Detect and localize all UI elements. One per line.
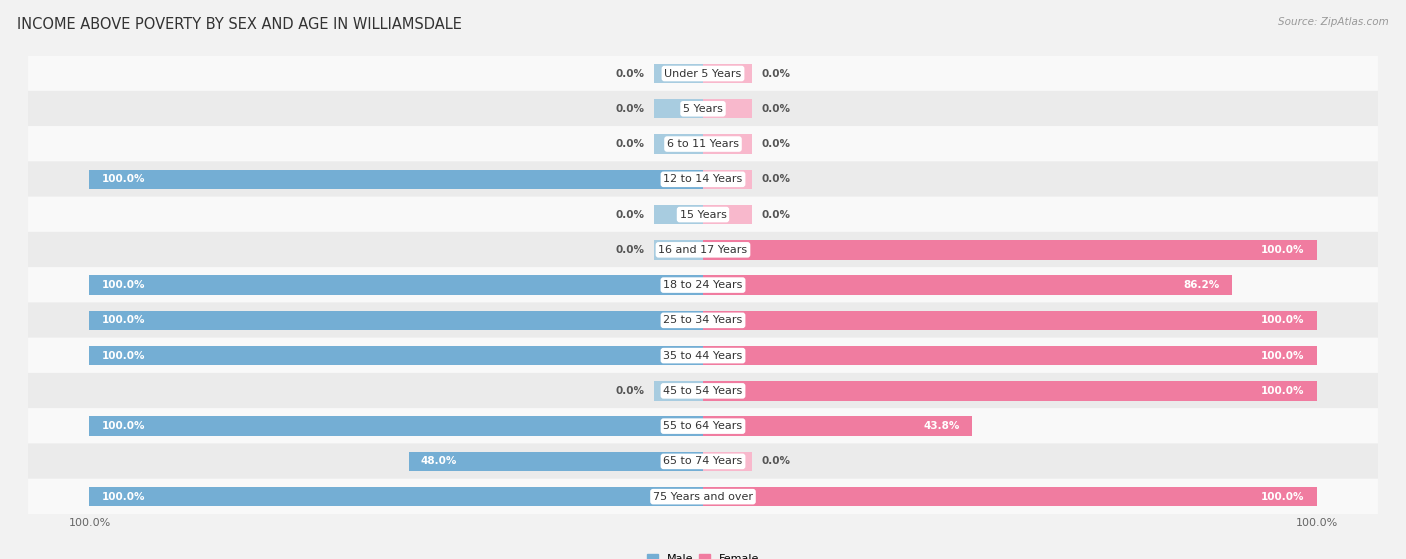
Text: 0.0%: 0.0% <box>761 139 790 149</box>
FancyBboxPatch shape <box>28 373 1378 409</box>
Text: 100.0%: 100.0% <box>101 174 145 184</box>
Text: 100.0%: 100.0% <box>1261 492 1305 501</box>
Text: 0.0%: 0.0% <box>761 104 790 114</box>
Bar <box>703 99 752 119</box>
Text: 35 to 44 Years: 35 to 44 Years <box>664 350 742 361</box>
FancyBboxPatch shape <box>28 408 1378 444</box>
Text: 43.8%: 43.8% <box>924 421 959 431</box>
Text: 25 to 34 Years: 25 to 34 Years <box>664 315 742 325</box>
Text: 100.0%: 100.0% <box>101 492 145 501</box>
Text: 45 to 54 Years: 45 to 54 Years <box>664 386 742 396</box>
Text: 100.0%: 100.0% <box>1261 315 1305 325</box>
Bar <box>703 134 752 154</box>
Bar <box>703 346 1316 366</box>
FancyBboxPatch shape <box>28 232 1378 268</box>
Bar <box>703 64 752 83</box>
Bar <box>654 134 703 154</box>
Text: 100.0%: 100.0% <box>1261 245 1305 255</box>
Bar <box>703 169 752 189</box>
FancyBboxPatch shape <box>28 338 1378 373</box>
Legend: Male, Female: Male, Female <box>643 549 763 559</box>
FancyBboxPatch shape <box>28 91 1378 127</box>
Text: 55 to 64 Years: 55 to 64 Years <box>664 421 742 431</box>
Bar <box>654 205 703 224</box>
Text: 0.0%: 0.0% <box>616 386 645 396</box>
Text: INCOME ABOVE POVERTY BY SEX AND AGE IN WILLIAMSDALE: INCOME ABOVE POVERTY BY SEX AND AGE IN W… <box>17 17 461 32</box>
Text: 0.0%: 0.0% <box>616 104 645 114</box>
Bar <box>703 487 1316 506</box>
Bar <box>90 487 703 506</box>
Text: 0.0%: 0.0% <box>761 210 790 220</box>
FancyBboxPatch shape <box>28 443 1378 480</box>
FancyBboxPatch shape <box>28 267 1378 303</box>
Bar <box>654 381 703 401</box>
Bar <box>703 240 1316 259</box>
Text: 0.0%: 0.0% <box>616 245 645 255</box>
Text: 18 to 24 Years: 18 to 24 Years <box>664 280 742 290</box>
FancyBboxPatch shape <box>28 302 1378 338</box>
Text: 75 Years and over: 75 Years and over <box>652 492 754 501</box>
Bar <box>654 64 703 83</box>
Bar <box>703 381 1316 401</box>
Text: 0.0%: 0.0% <box>616 210 645 220</box>
Text: 0.0%: 0.0% <box>761 69 790 78</box>
FancyBboxPatch shape <box>28 197 1378 233</box>
Text: 100.0%: 100.0% <box>101 315 145 325</box>
Text: 100.0%: 100.0% <box>1261 350 1305 361</box>
Text: 48.0%: 48.0% <box>420 456 457 466</box>
FancyBboxPatch shape <box>28 479 1378 515</box>
FancyBboxPatch shape <box>28 126 1378 162</box>
Text: 0.0%: 0.0% <box>761 456 790 466</box>
Bar <box>703 276 1232 295</box>
Bar <box>703 311 1316 330</box>
Bar <box>654 99 703 119</box>
Text: 5 Years: 5 Years <box>683 104 723 114</box>
Text: 0.0%: 0.0% <box>616 139 645 149</box>
FancyBboxPatch shape <box>28 162 1378 197</box>
Text: 16 and 17 Years: 16 and 17 Years <box>658 245 748 255</box>
Bar <box>703 452 752 471</box>
Bar <box>90 346 703 366</box>
Text: 100.0%: 100.0% <box>101 350 145 361</box>
Text: 100.0%: 100.0% <box>101 421 145 431</box>
Bar <box>90 311 703 330</box>
Text: 0.0%: 0.0% <box>616 69 645 78</box>
Bar <box>90 416 703 436</box>
Bar <box>703 205 752 224</box>
Bar <box>90 276 703 295</box>
Bar <box>654 240 703 259</box>
Text: Source: ZipAtlas.com: Source: ZipAtlas.com <box>1278 17 1389 27</box>
Bar <box>409 452 703 471</box>
Bar <box>90 169 703 189</box>
Text: 6 to 11 Years: 6 to 11 Years <box>666 139 740 149</box>
Text: 65 to 74 Years: 65 to 74 Years <box>664 456 742 466</box>
Text: Under 5 Years: Under 5 Years <box>665 69 741 78</box>
Text: 15 Years: 15 Years <box>679 210 727 220</box>
Text: 12 to 14 Years: 12 to 14 Years <box>664 174 742 184</box>
Text: 0.0%: 0.0% <box>761 174 790 184</box>
FancyBboxPatch shape <box>28 55 1378 92</box>
Text: 86.2%: 86.2% <box>1184 280 1219 290</box>
Text: 100.0%: 100.0% <box>101 280 145 290</box>
Bar <box>703 416 972 436</box>
Text: 100.0%: 100.0% <box>1261 386 1305 396</box>
